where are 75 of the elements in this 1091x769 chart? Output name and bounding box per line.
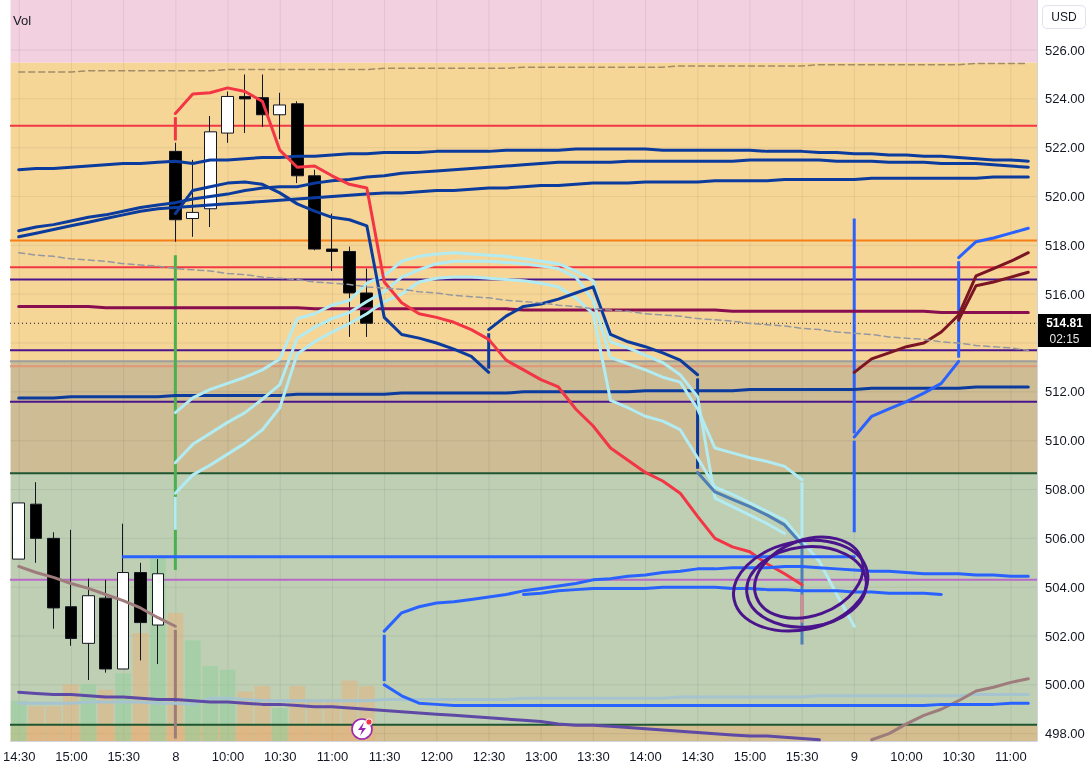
y-tick-label: 508.00 <box>1045 482 1085 498</box>
bar <box>382 634 386 682</box>
line-series <box>852 251 1030 374</box>
bar <box>184 640 201 741</box>
x-tick-label: 11:00 <box>995 749 1027 764</box>
y-tick-label: 522.00 <box>1045 140 1085 156</box>
bar <box>173 496 177 530</box>
line-series <box>522 585 943 597</box>
y-tick-label: 516.00 <box>1045 286 1085 302</box>
y-tick-label: 518.00 <box>1045 237 1085 253</box>
candlestick <box>186 159 199 238</box>
bar <box>852 440 856 533</box>
x-tick-label: 10:30 <box>942 749 975 764</box>
candlestick <box>343 246 356 338</box>
x-tick-label: 14:30 <box>2 749 36 764</box>
x-tick-label: 15:30 <box>785 749 819 764</box>
x-tick-label: 15:00 <box>733 749 767 764</box>
line-series <box>382 683 1030 708</box>
x-tick-label: 13:30 <box>577 749 610 764</box>
candlestick <box>12 502 25 560</box>
x-tick-label: 12:30 <box>472 749 506 764</box>
line-series <box>957 226 1030 260</box>
candlestick <box>221 91 234 144</box>
line-series <box>17 251 1030 352</box>
y-tick-label: 498.00 <box>1045 726 1085 742</box>
y-tick-label: 524.00 <box>1045 91 1085 107</box>
candlestick <box>273 92 286 140</box>
y-tick-label: 506.00 <box>1045 530 1085 546</box>
line-series <box>17 564 177 628</box>
chart-title: Vol <box>13 13 32 28</box>
bar <box>202 665 219 741</box>
y-tick-label: 520.00 <box>1045 189 1085 205</box>
bar <box>28 706 44 741</box>
line-series <box>17 693 1030 706</box>
candlestick <box>326 213 338 272</box>
line-series <box>870 677 1030 742</box>
candlestick <box>117 523 129 670</box>
x-tick-label: 8 <box>172 749 180 764</box>
candlestick <box>30 481 42 564</box>
x-tick-label: 10:00 <box>890 749 923 764</box>
y-tick-label: 500.00 <box>1045 677 1085 693</box>
x-tick-label: 15:00 <box>55 749 88 764</box>
bar <box>45 706 62 741</box>
text: 02:15 <box>1038 331 1091 348</box>
line-series <box>17 304 1030 315</box>
line-series <box>487 285 700 377</box>
candlestick <box>239 73 251 134</box>
candlestick <box>99 579 112 674</box>
bar <box>115 673 131 741</box>
x-tick-label: 10:00 <box>211 749 245 764</box>
candlestick <box>82 578 95 681</box>
x-tick-label: 11:00 <box>316 749 349 764</box>
candlestick <box>47 531 60 630</box>
x-tick-label: 14:30 <box>681 749 715 764</box>
x-tick-label: 15:30 <box>107 749 140 764</box>
line-series <box>17 690 821 742</box>
x-tick-label: 11:30 <box>368 749 401 764</box>
line-series <box>696 470 804 546</box>
x-tick-label: 14:00 <box>629 749 662 764</box>
line-series <box>382 564 1030 633</box>
x-tick-label: 12:00 <box>420 749 454 764</box>
x-tick-label: 13:00 <box>524 749 558 764</box>
y-tick-label: 512.00 <box>1045 384 1085 400</box>
y-tick-label: 510.00 <box>1045 433 1085 449</box>
bar <box>10 700 27 741</box>
y-tick-label: 502.00 <box>1045 628 1085 644</box>
y-axis-title: USD <box>1042 5 1086 29</box>
bar <box>173 629 177 739</box>
y-tick-label: 526.00 <box>1045 42 1085 58</box>
y-tick-label: 504.00 <box>1045 579 1085 595</box>
bar <box>271 708 288 741</box>
x-tick-label: 9 <box>850 749 858 764</box>
x-tick-label: 10:30 <box>263 749 297 764</box>
candlestick <box>65 529 77 647</box>
ref-line-label: 514.81 <box>1038 314 1091 332</box>
